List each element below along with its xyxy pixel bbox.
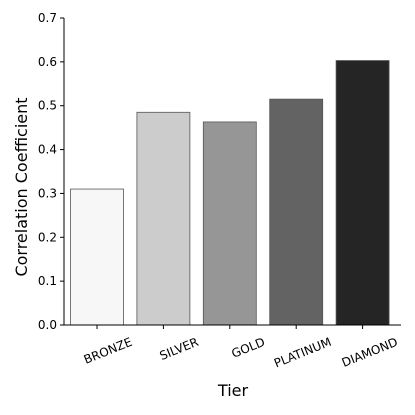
y-tick-label: 0.6 xyxy=(38,55,57,69)
y-tick-label: 0.4 xyxy=(38,143,57,157)
x-tick-label-bronze: BRONZE xyxy=(82,335,134,367)
x-axis: BRONZE SILVER GOLD PLATINUM DIAMOND xyxy=(64,324,401,371)
bar-bronze xyxy=(70,188,124,326)
y-axis: 0.0 0.1 0.2 0.3 0.4 0.5 0.6 0.7 xyxy=(38,11,65,332)
bar-diamond xyxy=(335,60,390,326)
x-tick-label-gold: GOLD xyxy=(230,335,267,361)
bar-platinum xyxy=(269,98,324,326)
x-tick-label-silver: SILVER xyxy=(158,335,201,363)
y-tick-label: 0.0 xyxy=(38,318,57,332)
y-tick-label: 0.3 xyxy=(38,186,57,200)
y-tick-label: 0.5 xyxy=(38,99,57,113)
bar-silver xyxy=(136,111,191,326)
bar-gold xyxy=(202,121,257,326)
x-axis-title: Tier xyxy=(217,381,249,400)
y-tick-label: 0.7 xyxy=(38,11,57,25)
bars xyxy=(70,60,390,326)
y-tick-label: 0.2 xyxy=(38,230,57,244)
y-tick-label: 0.1 xyxy=(38,274,57,288)
y-axis-title: Correlation Coefficient xyxy=(12,97,31,276)
x-tick-label-diamond: DIAMOND xyxy=(340,335,400,370)
x-tick-label-platinum: PLATINUM xyxy=(272,335,333,371)
